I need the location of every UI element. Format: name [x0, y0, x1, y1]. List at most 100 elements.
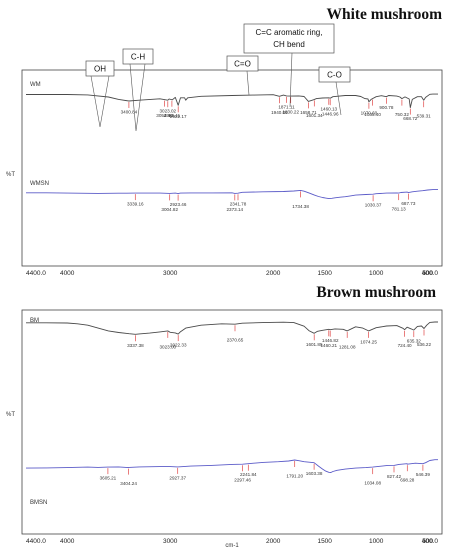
x-axis-label-brown: cm-1 — [225, 543, 239, 549]
x-tick-3000-panel0: 3000 — [163, 270, 178, 277]
x-tick-400-0-panel0: 400.0 — [422, 270, 439, 277]
y-axis-label-brown: %T — [6, 412, 15, 418]
peak-label-wm-1658-71: 1658.71 — [300, 110, 317, 115]
annotation-pointer-c-o — [335, 81, 342, 116]
peak-label-wm-3023-02: 3023.02 — [159, 109, 176, 114]
panel-title-brown: Brown mushroom — [316, 284, 436, 301]
x-tick-1500-panel1: 1500 — [317, 538, 332, 545]
peak-label-bm-1281-08: 1281.08 — [339, 344, 356, 349]
annotation-box-aromatic — [243, 23, 335, 54]
peak-label-wmsn-2923-46: 2923.46 — [170, 202, 187, 207]
peak-label-wm-3400-84: 3400.84 — [121, 110, 138, 115]
peak-label-wmsn-2341-78: 2341.78 — [230, 202, 247, 207]
annotation-aromatic: C=C aromatic ring, CH bend — [243, 23, 335, 108]
annotation-co: C=O — [226, 55, 259, 96]
annotation-box-oh — [85, 60, 115, 77]
peak-label-bmsn-827-42: 827.42 — [387, 474, 401, 479]
peak-label-wm-1070-60: 1070.60 — [361, 110, 378, 115]
annotation-box-c-o — [318, 66, 351, 83]
peak-label-wm-539-31: 539.31 — [417, 114, 431, 119]
peak-label-bm-1446-82: 1446.82 — [322, 338, 339, 343]
peak-label-bmsn-2241-84: 2241.84 — [240, 472, 257, 477]
brown-mushroom-panel: Brown mushroom %T BM BMSN cm-1 4400.0 400… — [6, 284, 443, 549]
peak-label-wm-2983-41: 2983.41 — [164, 113, 181, 118]
x-tick-4000-panel0: 4000 — [60, 270, 75, 277]
spectrum-lines-white — [26, 93, 438, 200]
spectrum-line-bmsn — [25, 459, 438, 473]
peak-label-bmsn-1791-20: 1791.20 — [286, 474, 303, 479]
peak-label-bm-1074-25: 1074.25 — [360, 339, 377, 344]
peak-label-bmsn-546-39: 546.39 — [416, 472, 430, 477]
peak-label-wm-750-32: 750.32 — [395, 112, 409, 117]
annotation-box-co — [226, 55, 259, 72]
peak-label-wm-2922-17: 2922.17 — [170, 114, 187, 119]
peak-label-bm-2922-33: 2922.33 — [170, 343, 187, 348]
peak-label-wm-1035-40: 1035.40 — [364, 112, 381, 117]
peak-label-bmsn-2297-46: 2297.46 — [234, 478, 251, 483]
spectrum-line-bm — [26, 321, 438, 335]
annotation-text-aromatic-2: CH bend — [273, 40, 305, 49]
annotation-text-ch: C-H — [131, 53, 145, 62]
annotation-pointer-co — [246, 70, 250, 96]
peak-label-bm-1460-21: 1460.21 — [320, 343, 337, 348]
plot-frame-brown — [21, 309, 443, 535]
peak-label-wm-1871-11: 1871.11 — [278, 104, 295, 109]
x-tick-4400-0-panel1: 4400.0 — [26, 538, 46, 545]
peak-label-bm-1601-85: 1601.85 — [306, 342, 323, 347]
peak-label-bmsn-1034-08: 1034.08 — [364, 481, 381, 486]
series-label-bm: BM — [30, 318, 39, 324]
peak-label-wmsn-781-13: 781.13 — [392, 207, 406, 212]
peak-label-bmsn-3404-24: 3404.24 — [120, 481, 137, 486]
peak-label-wmsn-687-73: 687.73 — [401, 201, 415, 206]
annotation-box-ch — [122, 48, 154, 65]
peak-label-bmsn-1603-38: 1603.38 — [306, 471, 323, 476]
peak-label-wm-1601-34: 1601.34 — [306, 113, 323, 118]
x-tick-500-panel1: 500 — [422, 538, 433, 545]
plot-frame-white — [21, 69, 443, 267]
series-label-wm: WM — [30, 82, 41, 88]
y-axis-label-white: %T — [6, 172, 15, 178]
annotation-text-co: C=O — [234, 60, 251, 69]
peak-label-wmsn-3004-82: 3004.82 — [161, 207, 178, 212]
annotation-pointer-ch — [129, 63, 146, 132]
peak-label-bm-724-40: 724.40 — [398, 343, 412, 348]
peak-label-wmsn-3339-16: 3339.16 — [127, 202, 144, 207]
white-mushroom-panel: White mushroom %T WM WMSN 4400.0 4000 3000… — [6, 6, 443, 277]
peak-label-wm-1446-96: 1446.96 — [322, 112, 339, 117]
x-tick-1000-panel0: 1000 — [369, 270, 384, 277]
annotation-oh: OH — [85, 60, 115, 128]
peak-label-wmsn-1030-37: 1030.37 — [365, 203, 382, 208]
x-tick-4000-panel1: 4000 — [60, 538, 75, 545]
peak-label-bm-3023-00: 3023.00 — [159, 344, 176, 349]
series-label-wmsn: WMSN — [30, 181, 49, 187]
x-tick-500-panel0: 500 — [422, 270, 433, 277]
peak-label-wm-668-72: 668.72 — [403, 116, 417, 121]
peak-label-wmsn-2373-14: 2373.14 — [226, 207, 243, 212]
peak-label-wmsn-1734-38: 1734.38 — [292, 204, 309, 209]
spectrum-lines-brown — [25, 321, 438, 473]
annotation-pointer-oh — [90, 75, 110, 128]
peak-label-wm-3054-60: 3054.60 — [156, 113, 173, 118]
spectrum-line-wm — [26, 93, 438, 109]
x-tick-400-0-panel1: 400.0 — [422, 538, 439, 545]
peak-label-bm-536-22: 536.22 — [417, 342, 431, 347]
x-tick-2000-panel0: 2000 — [266, 270, 281, 277]
peak-label-wm-1460-13: 1460.13 — [320, 106, 337, 111]
annotation-pointer-aromatic — [289, 52, 293, 108]
panel-title-white: White mushroom — [326, 6, 442, 23]
spectrum-line-wmsn — [26, 189, 438, 200]
annotation-ch: C-H — [122, 48, 154, 132]
x-tick-3000-panel1: 3000 — [163, 538, 178, 545]
x-tick-1000-panel1: 1000 — [369, 538, 384, 545]
peak-label-bm-2370-65: 2370.65 — [227, 338, 244, 343]
annotation-text-c-o: C-O — [327, 71, 342, 80]
annotation-text-oh: OH — [94, 65, 106, 74]
annotation-c-o: C-O — [318, 66, 351, 116]
peak-label-bmsn-2927-37: 2927.37 — [169, 475, 186, 480]
peak-label-bmsn-698-28: 698.28 — [400, 478, 414, 483]
peak-label-wm-1830-22: 1830.22 — [282, 110, 299, 115]
